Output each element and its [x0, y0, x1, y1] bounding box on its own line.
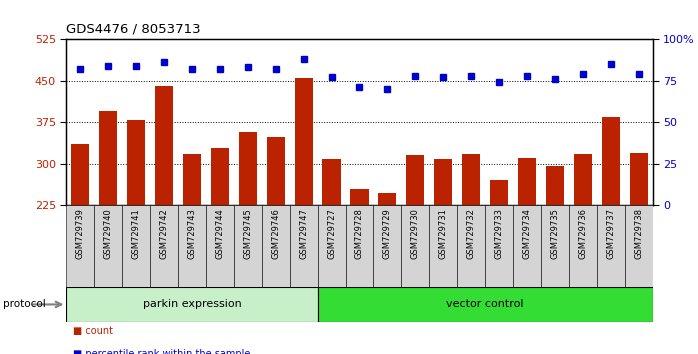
Bar: [318, 205, 346, 287]
Bar: [434, 159, 452, 330]
Text: ■ percentile rank within the sample: ■ percentile rank within the sample: [73, 349, 251, 354]
Bar: [183, 154, 201, 330]
Bar: [234, 205, 262, 287]
Text: GSM729728: GSM729728: [355, 208, 364, 259]
Text: GSM729738: GSM729738: [634, 208, 643, 259]
Bar: [630, 153, 648, 330]
Text: GSM729743: GSM729743: [188, 208, 196, 259]
Bar: [290, 205, 318, 287]
Bar: [66, 205, 94, 287]
Bar: [485, 205, 513, 287]
Bar: [602, 116, 620, 330]
Text: GSM729737: GSM729737: [607, 208, 615, 259]
Bar: [267, 137, 285, 330]
Text: protocol: protocol: [3, 299, 46, 309]
Bar: [462, 154, 480, 330]
Text: GSM729746: GSM729746: [272, 208, 280, 259]
Text: GSM729742: GSM729742: [160, 208, 168, 258]
Text: GSM729732: GSM729732: [467, 208, 475, 259]
Text: parkin expression: parkin expression: [142, 299, 242, 309]
Text: GSM729739: GSM729739: [76, 208, 84, 259]
Bar: [122, 205, 150, 287]
Bar: [295, 78, 313, 330]
Text: GSM729745: GSM729745: [244, 208, 252, 258]
Bar: [513, 205, 541, 287]
Bar: [541, 205, 569, 287]
Bar: [178, 205, 206, 287]
Text: GSM729741: GSM729741: [132, 208, 140, 258]
Bar: [429, 205, 457, 287]
Bar: [518, 158, 536, 330]
Text: GSM729747: GSM729747: [299, 208, 308, 259]
Bar: [378, 193, 396, 330]
Text: GSM729740: GSM729740: [104, 208, 112, 258]
Bar: [401, 205, 429, 287]
Bar: [569, 205, 597, 287]
Text: GSM729744: GSM729744: [216, 208, 224, 258]
Bar: [99, 111, 117, 330]
Bar: [490, 181, 508, 330]
Text: GSM729736: GSM729736: [579, 208, 587, 259]
Bar: [239, 132, 257, 330]
Text: GSM729734: GSM729734: [523, 208, 531, 259]
Bar: [94, 205, 122, 287]
Text: ■ count: ■ count: [73, 326, 113, 336]
Bar: [150, 205, 178, 287]
Bar: [406, 155, 424, 330]
Bar: [262, 205, 290, 287]
Text: GSM729731: GSM729731: [439, 208, 447, 259]
Bar: [66, 287, 318, 322]
Bar: [318, 287, 653, 322]
Text: GSM729729: GSM729729: [383, 208, 392, 258]
Bar: [211, 148, 229, 330]
Bar: [127, 120, 145, 330]
Text: vector control: vector control: [446, 299, 524, 309]
Bar: [206, 205, 234, 287]
Bar: [350, 189, 369, 330]
Text: GSM729735: GSM729735: [551, 208, 559, 259]
Bar: [322, 159, 341, 330]
Bar: [597, 205, 625, 287]
Text: GDS4476 / 8053713: GDS4476 / 8053713: [66, 22, 201, 35]
Bar: [546, 166, 564, 330]
Bar: [373, 205, 401, 287]
Bar: [346, 205, 373, 287]
Bar: [574, 154, 592, 330]
Text: GSM729727: GSM729727: [327, 208, 336, 259]
Bar: [457, 205, 485, 287]
Bar: [155, 86, 173, 330]
Bar: [625, 205, 653, 287]
Text: GSM729733: GSM729733: [495, 208, 503, 259]
Text: GSM729730: GSM729730: [411, 208, 419, 259]
Bar: [71, 144, 89, 330]
